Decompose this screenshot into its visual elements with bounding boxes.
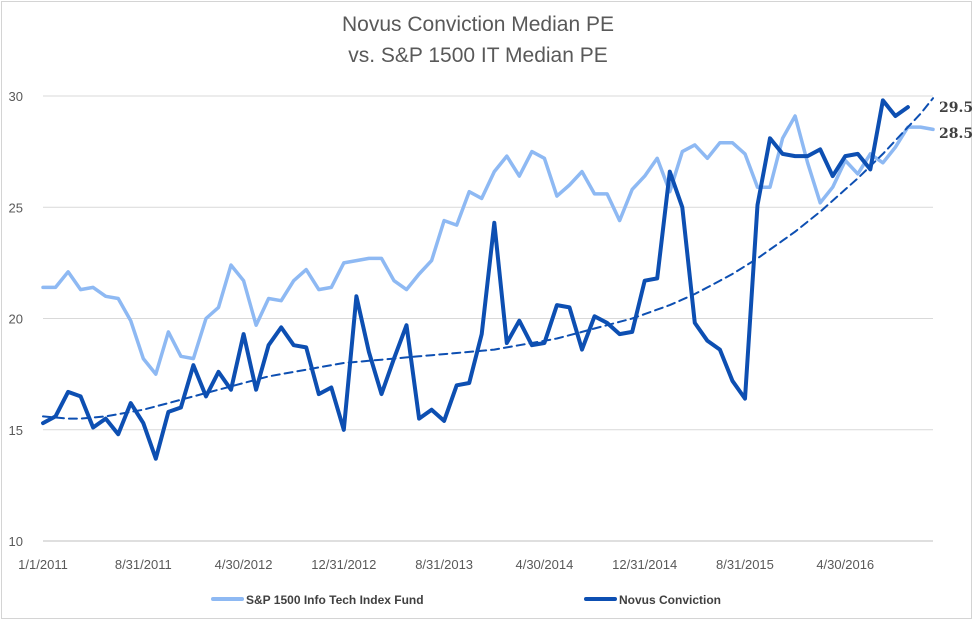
x-tick-label: 1/1/2011 <box>18 557 68 572</box>
grid-lines <box>43 95 933 542</box>
x-tick-label: 4/30/2016 <box>816 557 874 572</box>
x-tick-label: 12/31/2012 <box>311 557 376 572</box>
x-tick-label: 12/31/2014 <box>612 557 677 572</box>
series-line-novus <box>41 98 910 461</box>
chart-title-line-1: Novus Conviction Median PE <box>342 13 614 36</box>
x-tick-label: 8/31/2013 <box>415 557 473 572</box>
y-tick-label: 30 <box>9 89 23 104</box>
end-label-sp1500: 28.5 <box>939 126 973 142</box>
chart-title-line-2: vs. S&P 1500 IT Median PE <box>348 44 608 67</box>
x-tick-label: 4/30/2014 <box>515 557 573 572</box>
x-tick-label: 8/31/2015 <box>716 557 774 572</box>
series-line-trend <box>42 97 934 420</box>
y-tick-label: 20 <box>9 312 23 327</box>
x-tick-label: 8/31/2011 <box>115 557 172 572</box>
legend-label-novus: Novus Conviction <box>619 593 721 607</box>
y-axis-ticks: 10 15 20 25 30 <box>9 89 23 549</box>
y-tick-label: 25 <box>9 200 23 215</box>
series-line-sp1500 <box>41 114 935 376</box>
end-label-novus: 29.5 <box>939 100 973 116</box>
x-tick-label: 4/30/2012 <box>215 557 273 572</box>
y-tick-label: 10 <box>9 534 23 549</box>
end-labels: 29.5 28.5 <box>939 100 973 142</box>
x-axis-ticks: 1/1/2011 8/31/2011 4/30/2012 12/31/2012 8/31… <box>18 557 874 572</box>
legend-label-sp1500: S&P 1500 Info Tech Index Fund <box>246 593 424 607</box>
y-tick-label: 15 <box>9 423 23 438</box>
legend: S&P 1500 Info Tech Index Fund Novus Conv… <box>211 593 721 607</box>
series-lines <box>41 97 935 461</box>
